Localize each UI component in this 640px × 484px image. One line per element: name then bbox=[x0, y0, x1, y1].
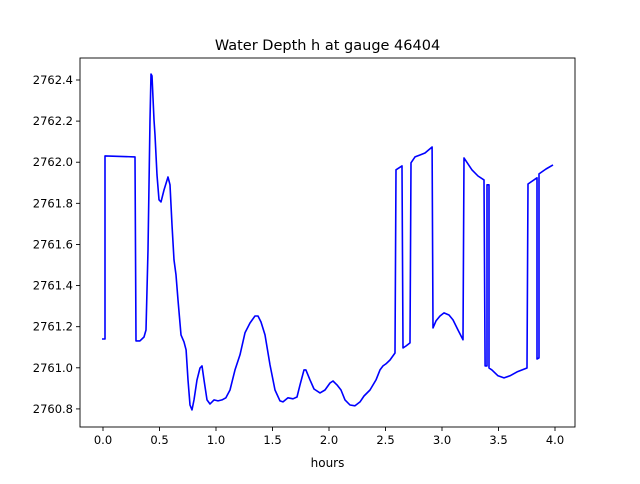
x-tick-label: 3.5 bbox=[489, 433, 507, 447]
x-tick-label: 0.5 bbox=[150, 433, 168, 447]
y-tick-label: 2762.4 bbox=[33, 73, 73, 87]
x-tick-label: 2.5 bbox=[376, 433, 394, 447]
y-tick-label: 2761.8 bbox=[33, 196, 73, 210]
x-tick-label: 1.5 bbox=[263, 433, 281, 447]
axes-frame bbox=[79, 57, 576, 428]
y-tick-label: 2761.6 bbox=[33, 237, 73, 251]
y-tick-label: 2762.2 bbox=[33, 114, 73, 128]
x-tick-label: 0.0 bbox=[94, 433, 112, 447]
x-axis-label: hours bbox=[311, 456, 345, 470]
y-tick-label: 2761.0 bbox=[33, 361, 73, 375]
x-tick-label: 3.0 bbox=[433, 433, 451, 447]
y-tick-label: 2761.2 bbox=[33, 320, 73, 334]
x-tick-label: 2.0 bbox=[320, 433, 338, 447]
y-tick-label: 2762.0 bbox=[33, 155, 73, 169]
x-tick-label: 4.0 bbox=[546, 433, 564, 447]
series-line-h bbox=[102, 73, 554, 411]
chart-title: Water Depth h at gauge 46404 bbox=[215, 38, 440, 54]
x-tick-label: 1.0 bbox=[207, 433, 225, 447]
y-tick-label: 2761.4 bbox=[33, 279, 73, 293]
y-tick-label: 2760.8 bbox=[33, 402, 73, 416]
